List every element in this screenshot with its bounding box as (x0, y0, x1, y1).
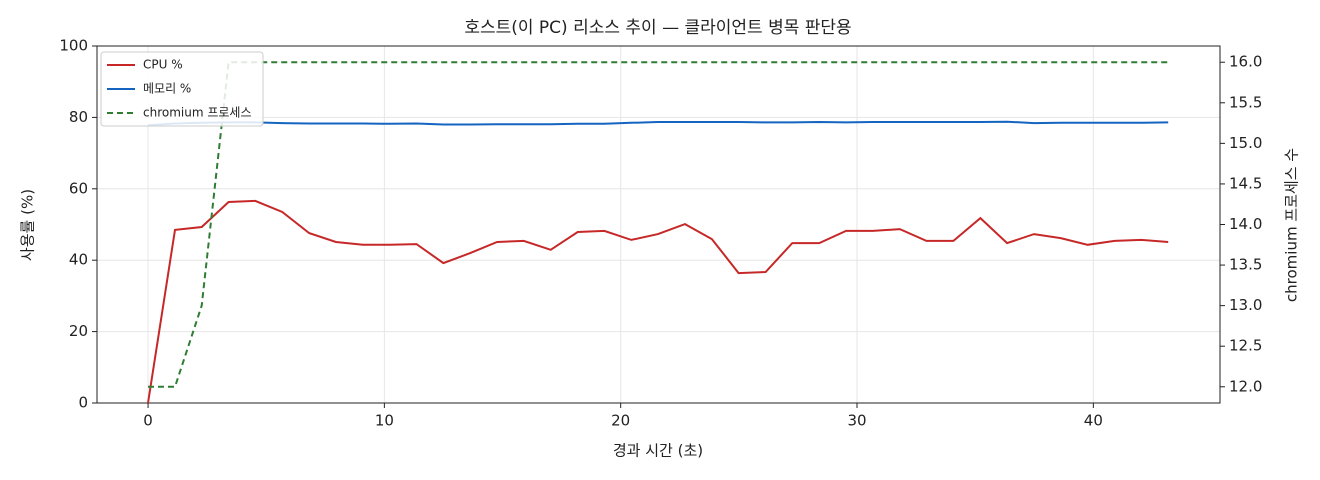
y-tick-label: 20 (69, 322, 88, 340)
y-axis-label: 사용률 (%) (19, 189, 37, 261)
y2-tick-label: 15.0 (1229, 134, 1262, 152)
x-tick-label: 0 (143, 412, 153, 430)
legend-box (100, 51, 264, 127)
y2-axis-label: chromium 프로세스 수 (1283, 148, 1301, 302)
series-line (148, 61, 1169, 388)
y2-tick-label: 13.0 (1229, 296, 1262, 314)
y-tick-label: 80 (69, 108, 88, 126)
y2-tick-label: 13.5 (1229, 256, 1262, 274)
y2-tick-label: 14.0 (1229, 215, 1262, 233)
legend-label: CPU % (143, 58, 183, 72)
y2-tick-label: 15.5 (1229, 93, 1262, 111)
plot-frame (96, 45, 1221, 404)
y2-tick-label: 12.0 (1229, 377, 1262, 395)
x-tick-label: 30 (847, 412, 866, 430)
y2-tick-label: 16.0 (1229, 53, 1262, 71)
chart-title: 호스트(이 PC) 리소스 추이 — 클라이언트 병목 판단용 (464, 18, 851, 38)
y2-tick-label: 12.5 (1229, 337, 1262, 355)
y2-tick-label: 14.5 (1229, 174, 1262, 192)
x-tick-label: 20 (611, 412, 630, 430)
x-axis-label: 경과 시간 (초) (613, 442, 703, 460)
y-tick-label: 40 (69, 251, 88, 269)
series-line (147, 199, 1169, 404)
legend: CPU % 메모리 % chromium 프로세스 (100, 51, 264, 127)
series-line (147, 120, 1169, 127)
x-tick-label: 40 (1084, 412, 1103, 430)
legend-label: 메모리 % (143, 82, 191, 96)
y-tick-label: 60 (69, 179, 88, 197)
y-tick-label: 100 (59, 37, 88, 55)
legend-label: chromium 프로세스 (143, 106, 252, 120)
x-tick-label: 10 (375, 412, 394, 430)
y-tick-label: 0 (78, 394, 88, 412)
